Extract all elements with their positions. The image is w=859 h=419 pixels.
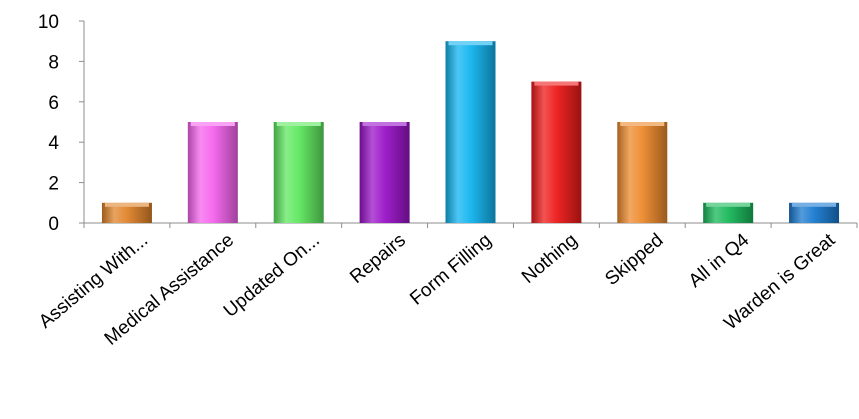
bar-cap [620, 122, 665, 126]
x-category-label: All in Q4 [685, 229, 754, 292]
bar [101, 202, 152, 223]
bar-body [101, 202, 152, 223]
bar-cap [792, 202, 837, 207]
bar [187, 122, 238, 223]
bar [273, 122, 324, 223]
bar-cap [534, 81, 579, 86]
y-tick-label: 6 [48, 93, 59, 114]
bar-body [617, 122, 668, 223]
bar-cap [276, 122, 321, 126]
bar-cap [706, 202, 751, 207]
bar-cap [362, 122, 407, 126]
bar [617, 122, 668, 223]
y-tick-label: 10 [38, 12, 59, 33]
y-tick-label: 4 [48, 133, 59, 154]
bar [531, 81, 582, 223]
bar-body [703, 202, 754, 223]
y-tick-label: 2 [48, 174, 59, 195]
bar [789, 202, 840, 223]
bar-body [359, 122, 410, 223]
y-tick-label: 0 [48, 214, 59, 235]
bar-body [273, 122, 324, 223]
bar [703, 202, 754, 223]
bar-body [187, 122, 238, 223]
bar-cap [104, 202, 149, 207]
x-category-label: Skipped [601, 230, 667, 290]
bar-cap [190, 122, 235, 126]
x-category-label: Form Filling [406, 230, 496, 310]
bar-body [445, 41, 496, 224]
bar-body [531, 81, 582, 223]
bar [359, 122, 410, 223]
bar [445, 41, 496, 224]
bar-cap [448, 41, 493, 46]
y-tick-label: 8 [48, 52, 59, 73]
x-axis-labels: Assisting With...Medical AssistanceUpdat… [35, 229, 840, 349]
bar-body [789, 202, 840, 223]
x-category-label: Repairs [346, 230, 410, 288]
y-axis-ticks: 0 2 4 6 8 10 [38, 12, 84, 235]
chart-bars [101, 41, 840, 224]
x-category-label: Nothing [518, 230, 582, 288]
